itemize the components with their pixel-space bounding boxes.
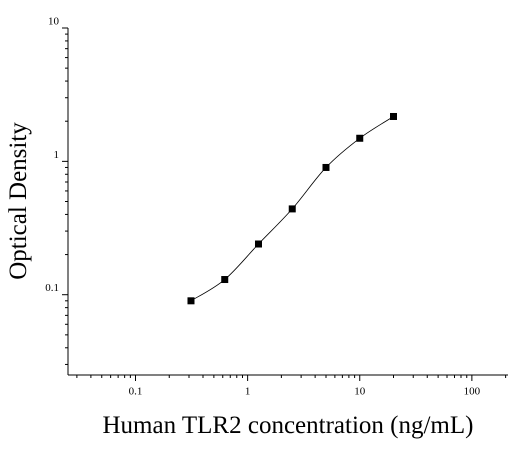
- point: [254, 240, 262, 248]
- point: [221, 276, 229, 284]
- x-tick-label: 1: [245, 386, 251, 398]
- point: [187, 297, 195, 305]
- x-tick-label: 0.1: [129, 386, 143, 398]
- point: [322, 163, 330, 171]
- x-tick-label: 100: [464, 386, 481, 398]
- x-axis-title: Human TLR2 concentration (ng/mL): [103, 412, 474, 439]
- point: [390, 112, 398, 120]
- y-tick-label: 0.1: [45, 282, 59, 294]
- y-tick-label: 10: [48, 16, 60, 28]
- point: [288, 205, 296, 213]
- y-axis-title: Optical Density: [5, 122, 32, 280]
- y-tick-label: 1: [54, 149, 60, 161]
- x-tick-label: 10: [354, 386, 366, 398]
- point: [356, 134, 364, 142]
